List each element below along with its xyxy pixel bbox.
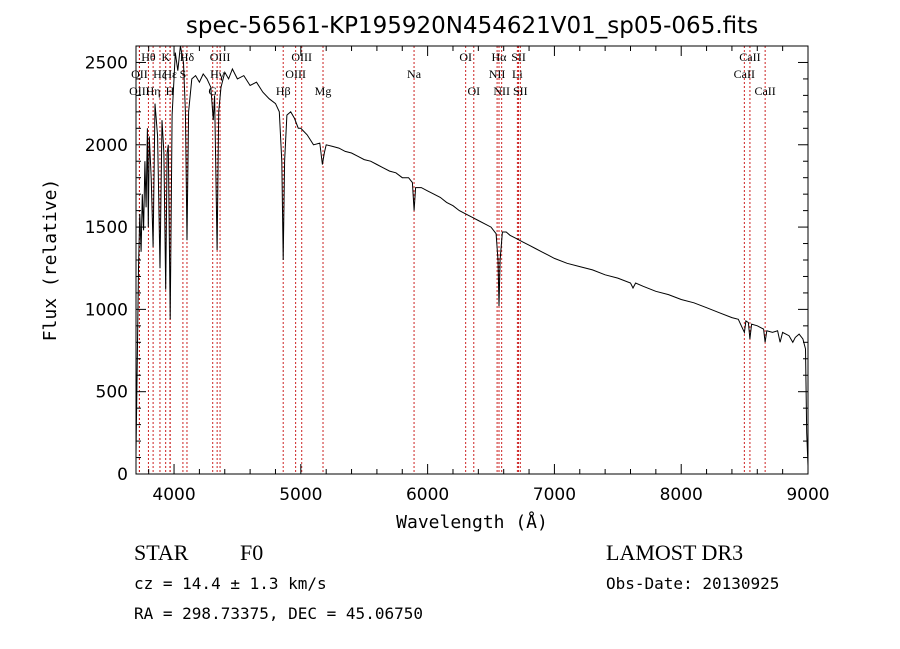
line-label-0: Hθ [141, 50, 156, 64]
line-label-11: Hγ [210, 67, 225, 81]
y-tick-label: 2000 [85, 136, 128, 156]
line-label-21: SII [511, 50, 526, 64]
x-tick-label: 6000 [406, 485, 449, 505]
spectral-line-markers [138, 46, 766, 474]
line-label-28: CaII [754, 84, 775, 98]
object-class: STAR [134, 540, 189, 565]
y-tick-label: 500 [96, 383, 128, 403]
line-label-22: NII [489, 67, 506, 81]
x-axis-label: Wavelength (Å) [396, 511, 548, 533]
line-label-24: NII [493, 84, 510, 98]
line-label-3: K [161, 50, 170, 64]
y-axis-ticks: 0 500 1000 1500 2000 2500 [85, 45, 808, 485]
line-label-9: S [180, 67, 187, 81]
y-tick-label: 1000 [85, 300, 128, 320]
x-tick-label: 8000 [660, 485, 703, 505]
line-label-18: OI [459, 50, 472, 64]
y-tick-label: 2500 [85, 53, 128, 73]
y-axis-label: Flux (relative) [40, 179, 61, 342]
line-label-7: H [166, 84, 175, 98]
line-label-17: Na [407, 67, 422, 81]
line-label-13: OIII [291, 50, 312, 64]
observation-date: Obs-Date: 20130925 [606, 574, 779, 593]
spectrum-series-line [135, 45, 809, 466]
line-label-26: CaII [739, 50, 760, 64]
line-label-5: Hη [146, 84, 161, 98]
line-label-6: Hζ [153, 67, 167, 81]
line-label-23: Li [512, 67, 523, 81]
x-tick-label: 7000 [533, 485, 576, 505]
line-label-10: OIII [210, 50, 231, 64]
line-label-16: Mg [315, 84, 332, 98]
x-tick-label: 9000 [786, 485, 829, 505]
ra-dec: RA = 298.73375, DEC = 45.06750 [134, 604, 423, 623]
x-tick-label: 5000 [279, 485, 322, 505]
object-subclass: F0 [240, 540, 263, 565]
chart-title: spec-56561-KP195920N454621V01_sp05-065.f… [186, 13, 758, 39]
y-tick-label: 1500 [85, 218, 128, 238]
line-label-14: OIII [285, 67, 306, 81]
line-label-15: Hβ [276, 84, 291, 98]
line-label-2: OIII [129, 84, 150, 98]
line-label-27: CaII [734, 67, 755, 81]
redshift-cz: cz = 14.4 ± 1.3 km/s [134, 574, 327, 593]
line-label-12: G [208, 84, 217, 98]
x-axis-ticks: 4000 5000 6000 7000 8000 9000 [148, 46, 830, 505]
x-tick-label: 4000 [152, 485, 195, 505]
line-label-20: Hα [492, 50, 508, 64]
line-label-19: OI [467, 84, 480, 98]
y-tick-label: 0 [117, 465, 128, 485]
survey-name: LAMOST DR3 [606, 540, 743, 565]
line-label-25: SII [513, 84, 528, 98]
plot-frame [135, 45, 809, 475]
line-label-1: OII [131, 67, 148, 81]
